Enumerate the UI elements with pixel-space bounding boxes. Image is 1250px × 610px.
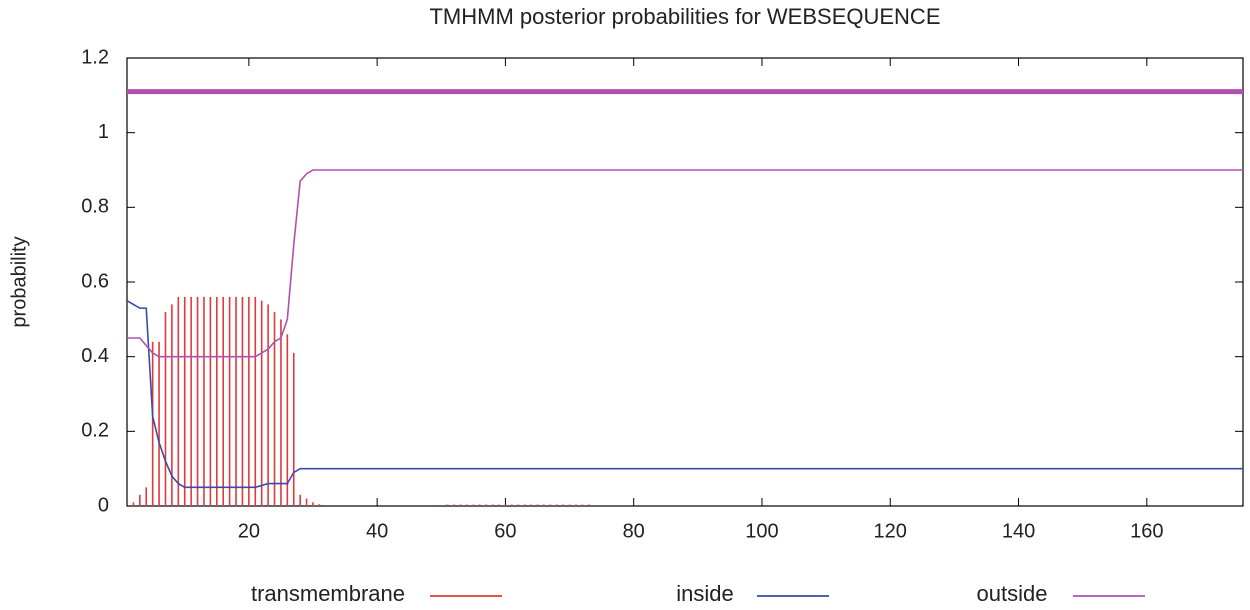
series-line: [127, 169, 1243, 358]
y-tick-label: 0.4: [81, 345, 109, 367]
legend-label: inside: [676, 581, 733, 606]
x-tick-label: 20: [238, 520, 260, 542]
y-tick-label: 0.8: [81, 196, 109, 218]
x-tick-label: 120: [874, 520, 907, 542]
y-tick-label: 1.2: [81, 46, 109, 68]
x-tick-label: 160: [1130, 520, 1163, 542]
x-tick-label: 80: [623, 520, 645, 542]
x-tick-label: 100: [745, 520, 778, 542]
legend-label: transmembrane: [251, 581, 405, 606]
y-tick-label: 0.2: [81, 420, 109, 442]
chart-title: TMHMM posterior probabilities for WEBSEQ…: [429, 4, 940, 29]
x-tick-label: 60: [494, 520, 516, 542]
series-line: [126, 299, 1243, 489]
y-tick-label: 0: [98, 494, 109, 516]
x-tick-label: 140: [1002, 520, 1035, 542]
y-tick-label: 1: [98, 121, 109, 143]
y-tick-label: 0.6: [81, 270, 109, 292]
y-axis-label: probability: [8, 236, 30, 327]
x-tick-label: 40: [366, 520, 388, 542]
legend-label: outside: [977, 581, 1048, 606]
